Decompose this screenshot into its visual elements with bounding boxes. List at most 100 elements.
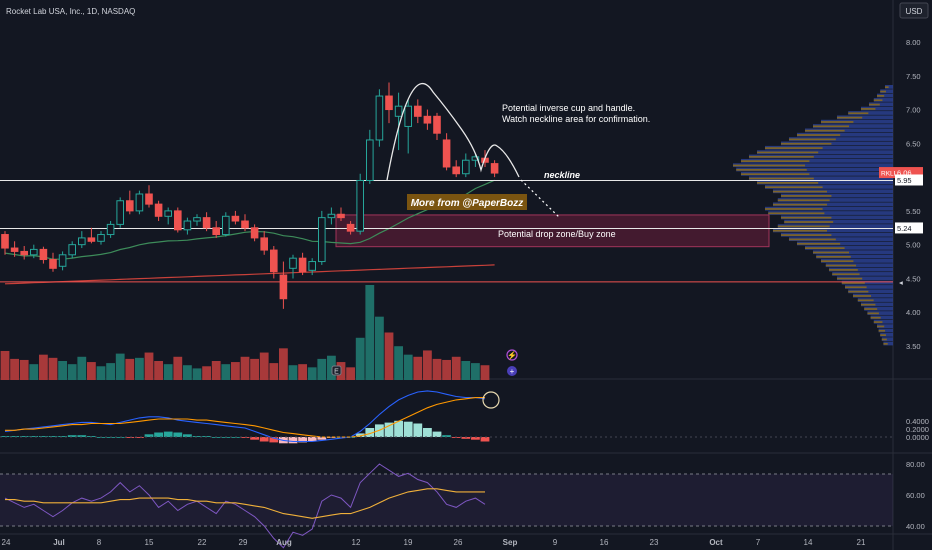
price-axis-background (893, 0, 932, 550)
volume-bar (173, 356, 183, 380)
volume-profile-row (880, 332, 893, 337)
volume-profile-row-secondary (781, 142, 832, 145)
volume-profile-row-secondary (781, 234, 832, 236)
volume-profile-row-secondary (848, 290, 869, 293)
volume-profile-row-secondary (878, 329, 886, 332)
volume-bar (432, 358, 442, 380)
price-tick-label: 5.50 (906, 207, 921, 216)
candle-body (106, 223, 115, 236)
volume-profile-row (821, 259, 893, 263)
volume-profile-row-secondary (837, 116, 863, 119)
volume-bar (144, 352, 154, 380)
cup-arc-drawing (386, 82, 520, 181)
earnings-e-icon[interactable] (331, 365, 342, 376)
promo-label[interactable]: More from @PaperBozz (411, 198, 524, 209)
candle-body (327, 213, 336, 219)
volume-profile (733, 85, 893, 346)
price-tick-label: 7.00 (906, 106, 921, 115)
macd-tick-label: 0.4000 (906, 417, 929, 426)
macd-histogram-bar (471, 437, 480, 440)
macd-histogram-bar (0, 436, 10, 437)
candle-body (279, 274, 288, 300)
plus-event-icon[interactable] (507, 366, 517, 376)
candle-body (442, 139, 451, 168)
volume-bar (202, 366, 211, 380)
time-tick-label: 21 (857, 538, 866, 547)
volume-profile-row (813, 124, 893, 128)
volume-profile-row-secondary (789, 238, 836, 241)
horizontal-levels (0, 179, 893, 283)
volume-profile-row (768, 211, 893, 215)
volume-bar (106, 363, 115, 380)
plus-event-glyph: + (510, 367, 515, 376)
macd-pane (0, 390, 490, 444)
volume-profile-row-secondary (832, 273, 860, 276)
volume-profile-row (832, 272, 893, 276)
volume-profile-row-secondary (773, 190, 827, 193)
macd-histogram-bar (269, 437, 279, 443)
volume-profile-row (757, 180, 893, 185)
volume-profile-row-secondary (805, 247, 845, 249)
candle-body (356, 179, 364, 232)
time-tick-label: Jul (53, 538, 65, 547)
volume-profile-row (869, 102, 893, 107)
price-tag (895, 167, 923, 179)
promo-label-box[interactable] (407, 194, 527, 210)
volume-bar (192, 368, 202, 380)
currency-button-frame[interactable] (899, 2, 929, 19)
rsi-ma-line (5, 488, 485, 519)
volume-profile-row-secondary (749, 177, 814, 180)
candle-body (1, 234, 9, 249)
currency-button[interactable]: USD (906, 7, 923, 16)
macd-histogram-bar (135, 437, 144, 438)
candle-body (135, 193, 144, 212)
rsi-axis-ticks: 40.00 60.00 80.00 (906, 460, 925, 531)
candle-body (433, 115, 441, 134)
lightning-event-icon[interactable] (506, 349, 518, 361)
volume-profile-row-secondary (873, 99, 883, 102)
volume-profile-row-secondary (757, 151, 819, 154)
price-tag-label: 6.06 (897, 169, 912, 178)
volume-bar (307, 367, 317, 380)
volume-profile-row (885, 85, 893, 89)
volume-profile-row-secondary (736, 168, 807, 171)
rsi-tick-label: 40.00 (906, 522, 925, 531)
candle-body (270, 249, 278, 273)
macd-histogram-bar (259, 437, 269, 442)
candle-body (193, 217, 201, 222)
macd-histogram-bar (423, 428, 432, 437)
macd-histogram-bar (442, 435, 451, 437)
volume-profile-row-secondary (857, 299, 874, 302)
volume-profile-row (749, 176, 893, 181)
volume-bar (154, 361, 163, 380)
volume-profile-row (805, 128, 893, 133)
candle-body (39, 248, 48, 261)
volume-profile-row-secondary (869, 103, 880, 106)
candle-body (260, 237, 268, 251)
volume-profile-row-secondary (877, 325, 885, 328)
candle-body (58, 254, 67, 267)
volume-profile-row (765, 206, 893, 211)
volume-profile-row (861, 106, 893, 111)
volume-profile-row-secondary (741, 160, 810, 162)
volume-bar (67, 364, 77, 380)
candle-body (366, 139, 374, 181)
neckline-label: neckline (544, 170, 580, 180)
macd-histogram-bar (173, 432, 183, 437)
volume-profile-row (845, 285, 893, 289)
volume-bar (250, 358, 259, 380)
volume-profile-row (864, 306, 893, 311)
buy-zone-box (335, 214, 770, 248)
candle-body (164, 210, 172, 217)
volume-profile-row (813, 250, 893, 255)
volume-profile-row (881, 337, 893, 342)
volume-bar (327, 355, 336, 380)
volume-bar (451, 356, 461, 380)
volume-profile-row (741, 158, 893, 163)
volume-profile-row (733, 163, 893, 168)
candle-body (49, 259, 57, 269)
macd-histogram-bar (403, 421, 413, 437)
macd-histogram-bar (58, 436, 67, 437)
rsi-tick-label: 80.00 (906, 460, 925, 469)
